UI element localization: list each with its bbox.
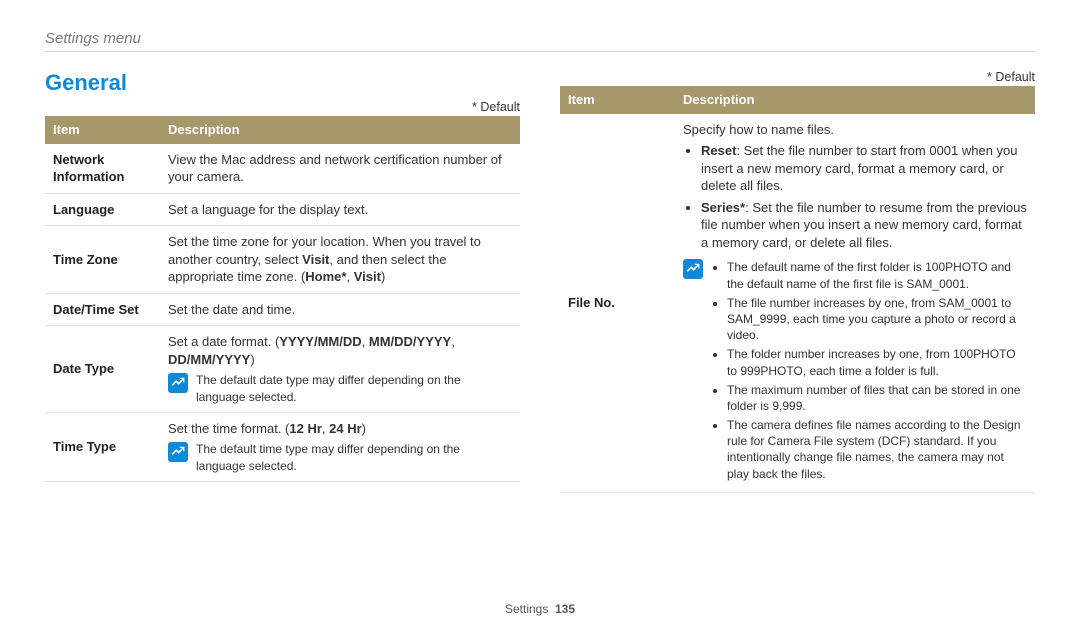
desc-date-type: Set a date format. (YYYY/MM/DD, MM/DD/YY… [160,326,520,412]
desc-file-no: Specify how to name files. Reset: Set th… [675,114,1035,493]
table-row: Language Set a language for the display … [45,193,520,226]
left-column: General * Default Item Description Netwo… [45,70,520,493]
desc-time-zone: Set the time zone for your location. Whe… [160,226,520,294]
desc-network-info: View the Mac address and network certifi… [160,144,520,194]
note-icon [683,259,703,279]
note-icon [168,373,188,393]
item-network-info: Network Information [45,144,160,194]
content-columns: General * Default Item Description Netwo… [45,70,1035,493]
note-row: The default date type may differ dependi… [168,372,512,404]
text: ) [362,421,366,436]
default-note-left: * Default [45,100,520,114]
sub-list: The default name of the first folder is … [711,259,1027,484]
bold-text: Series* [701,200,745,215]
right-column: * Default Item Description File No. Spec… [560,70,1035,493]
item-time-zone: Time Zone [45,226,160,294]
settings-table-right: Item Description File No. Specify how to… [560,86,1035,493]
desc-language: Set a language for the display text. [160,193,520,226]
note-block: The default name of the first folder is … [683,257,1027,484]
intro-text: Specify how to name files. [683,121,1027,139]
col-header-item: Item [560,86,675,114]
page-number: 135 [555,602,575,616]
bold-text: 24 Hr [329,421,362,436]
main-list: Reset: Set the file number to start from… [683,142,1027,251]
text: Set a date format. ( [168,334,279,349]
footer-label: Settings [505,602,548,616]
note-row: The default time type may differ dependi… [168,441,512,473]
item-file-no: File No. [560,114,675,493]
settings-table-left: Item Description Network Information Vie… [45,116,520,482]
bold-text: YYYY/MM/DD [279,334,361,349]
col-header-item: Item [45,116,160,144]
text: , [451,334,455,349]
breadcrumb: Settings menu [45,30,1035,52]
note-text: The default time type may differ dependi… [196,441,512,473]
bold-text: Home* [305,269,346,284]
bold-text: MM/DD/YYYY [369,334,451,349]
item-language: Language [45,193,160,226]
note-icon [168,442,188,462]
note-item: The file number increases by one, from S… [727,295,1027,344]
col-header-description: Description [675,86,1035,114]
note-item: The maximum number of files that can be … [727,382,1027,414]
text: ) [381,269,385,284]
text: Set the time format. ( [168,421,289,436]
table-row: File No. Specify how to name files. Rese… [560,114,1035,493]
table-row: Time Zone Set the time zone for your loc… [45,226,520,294]
table-row: Date/Time Set Set the date and time. [45,293,520,326]
note-item: The camera defines file names according … [727,417,1027,482]
note-text: The default date type may differ dependi… [196,372,512,404]
note-item: The default name of the first folder is … [727,259,1027,291]
table-row: Date Type Set a date format. (YYYY/MM/DD… [45,326,520,412]
desc-time-type: Set the time format. (12 Hr, 24 Hr) The … [160,412,520,481]
item-datetime-set: Date/Time Set [45,293,160,326]
bold-text: Reset [701,143,736,158]
text: , [362,334,369,349]
default-note-right: * Default [560,70,1035,84]
table-row: Network Information View the Mac address… [45,144,520,194]
table-row: Time Type Set the time format. (12 Hr, 2… [45,412,520,481]
bold-text: 12 Hr [289,421,322,436]
text: , [346,269,353,284]
text: : Set the file number to start from 0001… [701,143,1018,193]
list-item: Series*: Set the file number to resume f… [701,199,1027,252]
list-item: Reset: Set the file number to start from… [701,142,1027,195]
section-title: General [45,70,520,96]
bold-text: Visit [354,269,381,284]
text: : Set the file number to resume from the… [701,200,1027,250]
page-footer: Settings 135 [0,602,1080,616]
col-header-description: Description [160,116,520,144]
desc-datetime-set: Set the date and time. [160,293,520,326]
item-time-type: Time Type [45,412,160,481]
text: ) [250,352,254,367]
item-date-type: Date Type [45,326,160,412]
bold-text: DD/MM/YYYY [168,352,250,367]
bold-text: Visit [302,252,329,267]
note-item: The folder number increases by one, from… [727,346,1027,378]
